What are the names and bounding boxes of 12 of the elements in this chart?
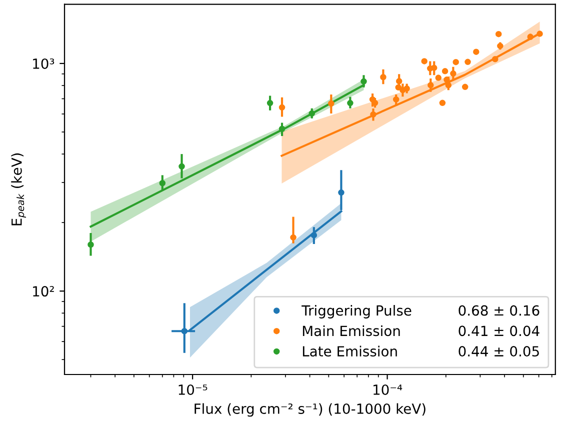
y-tick-label: 10² xyxy=(33,286,54,297)
x-tick-label: 10⁻⁴ xyxy=(374,384,402,395)
annotation: 0.68 ± 0.16 xyxy=(458,305,540,316)
annotation: 0.41 ± 0.04 xyxy=(458,326,540,336)
annotation: 0.44 ± 0.05 xyxy=(458,346,539,357)
legend-label: Main Emission xyxy=(302,325,400,336)
y-axis-title: E$_{peak}$ (keV) xyxy=(11,153,26,226)
legend-label: Triggering Pulse xyxy=(302,305,412,318)
x-axis-title: Flux (erg cm⁻² s⁻¹) (10-1000 keV) xyxy=(194,403,426,417)
legend-label: Late Emission xyxy=(302,346,397,357)
x-tick-label: 10⁻⁵ xyxy=(178,384,208,395)
y-tick-label: 10³ xyxy=(33,58,54,69)
